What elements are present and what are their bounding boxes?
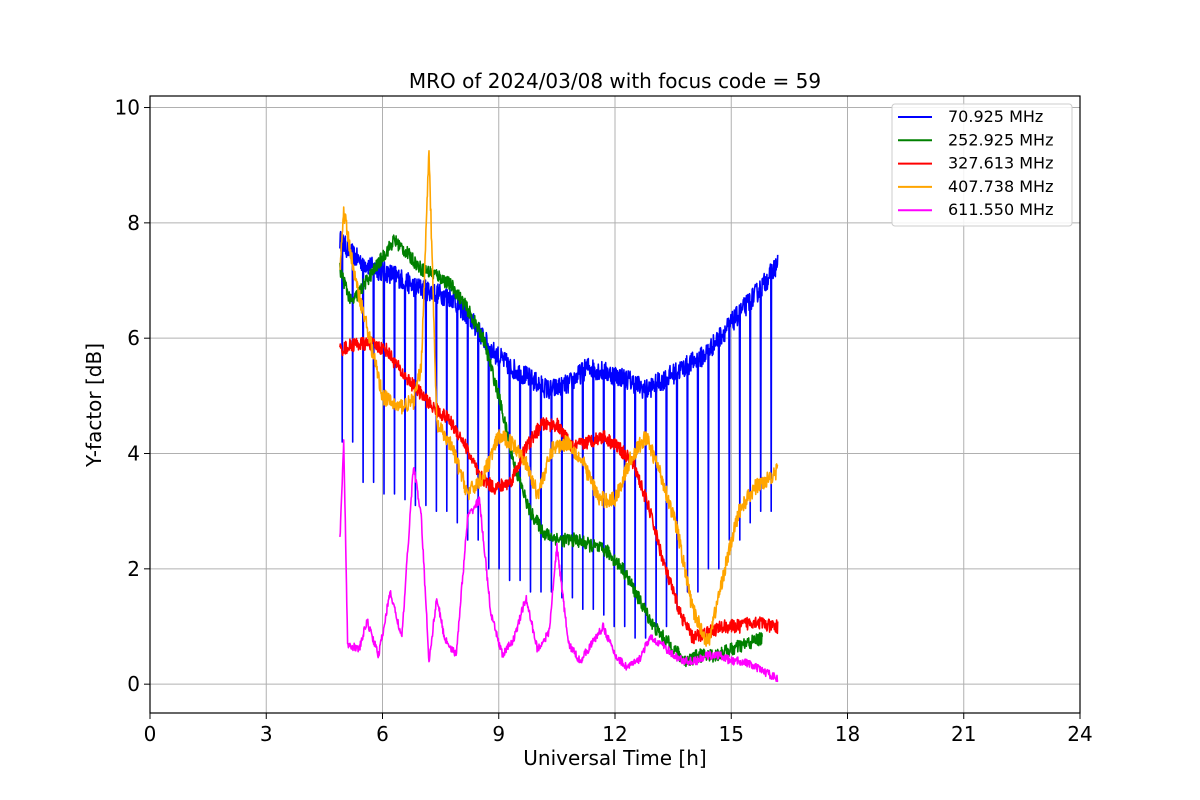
y-axis-label: Y-factor [dB] bbox=[82, 343, 106, 468]
y-tick-label-3: 6 bbox=[127, 326, 140, 350]
series-line-4 bbox=[339, 439, 779, 683]
y-tick-label-1: 2 bbox=[127, 557, 140, 581]
x-axis-label: Universal Time [h] bbox=[523, 746, 706, 770]
legend: 70.925 MHz 252.925 MHz 327.613 MHz 407.7… bbox=[891, 103, 1073, 227]
series-line-0 bbox=[339, 230, 779, 639]
legend-label-4: 611.550 MHz bbox=[948, 200, 1053, 219]
chart-title: MRO of 2024/03/08 with focus code = 59 bbox=[409, 69, 821, 93]
y-axis: 0 2 4 6 8 10 bbox=[115, 96, 150, 696]
x-tick-label-8: 24 bbox=[1067, 722, 1092, 746]
legend-box bbox=[891, 103, 1073, 227]
y-tick-label-5: 10 bbox=[115, 96, 140, 120]
x-axis: 0 3 6 9 12 15 18 21 24 bbox=[144, 713, 1093, 746]
x-tick-label-1: 3 bbox=[260, 722, 273, 746]
y-tick-label-4: 8 bbox=[127, 211, 140, 235]
series-line-3 bbox=[339, 150, 779, 647]
series-line-1 bbox=[339, 234, 763, 668]
x-tick-label-0: 0 bbox=[144, 722, 157, 746]
x-tick-label-6: 18 bbox=[835, 722, 860, 746]
legend-label-2: 327.613 MHz bbox=[948, 154, 1053, 173]
legend-label-3: 407.738 MHz bbox=[948, 177, 1053, 196]
legend-label-1: 252.925 MHz bbox=[948, 130, 1053, 149]
y-tick-label-2: 4 bbox=[127, 442, 140, 466]
x-tick-label-4: 12 bbox=[602, 722, 627, 746]
series-layer bbox=[339, 150, 779, 683]
y-tick-label-0: 0 bbox=[127, 672, 140, 696]
x-tick-label-3: 9 bbox=[492, 722, 505, 746]
x-tick-label-2: 6 bbox=[376, 722, 389, 746]
x-tick-label-7: 21 bbox=[951, 722, 976, 746]
legend-label-0: 70.925 MHz bbox=[948, 107, 1043, 126]
x-tick-label-5: 15 bbox=[719, 722, 744, 746]
